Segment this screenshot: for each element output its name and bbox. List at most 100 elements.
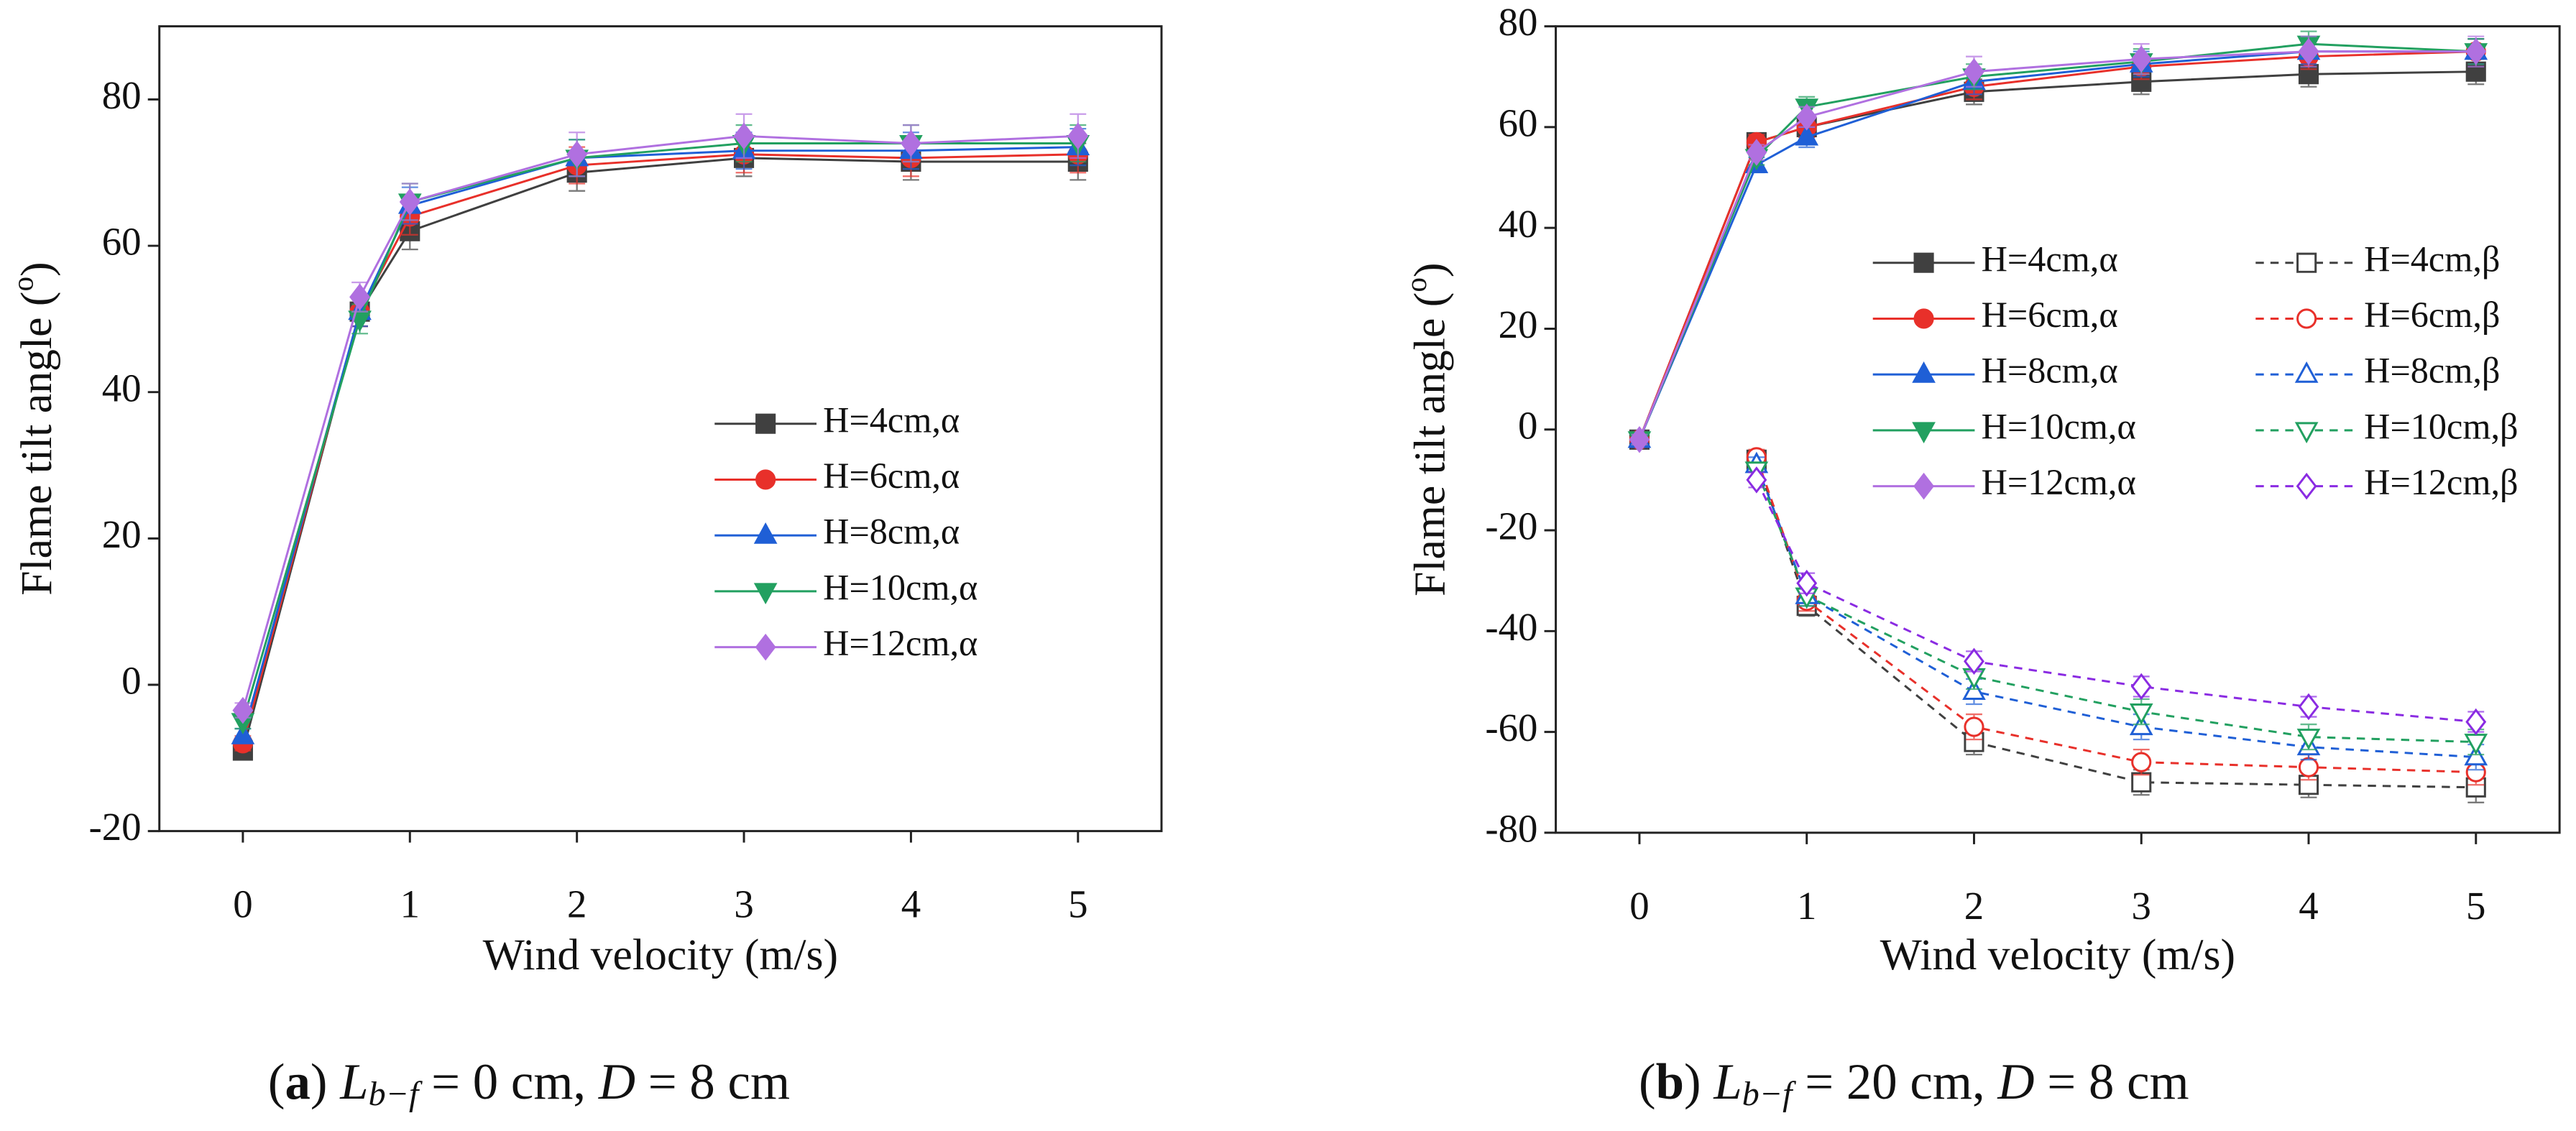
legend-label: H=4cm,α [1982,239,2118,279]
y-tick-label: 0 [121,659,141,703]
legend-marker [2296,252,2317,273]
x-tick-label: 5 [2466,884,2485,928]
marker [900,129,921,157]
x-tick-label: 2 [1964,884,1984,928]
marker [2298,37,2319,65]
y-axis-title-sup: o [6,277,40,292]
y-axis-title-tail: ) [1406,263,1455,278]
marker [1964,647,1984,675]
x-tick-label: 5 [1068,882,1087,926]
legend-label: H=10cm,α [1982,406,2136,446]
marker [1795,124,1819,146]
legend-marker [755,413,776,434]
legend-marker [2296,308,2317,329]
marker [566,141,588,168]
series-line [1755,464,2476,759]
y-tick-label: 60 [1499,101,1538,144]
legend-label: H=8cm,β [2364,351,2500,391]
caption-open: ( [1639,1054,1656,1110]
marker [2131,772,2152,793]
marker [1746,139,1767,166]
marker [2296,729,2321,750]
y-tick-label: -80 [1485,806,1537,850]
marker [2298,757,2319,777]
legend-label: H=10cm,α [823,567,978,607]
legend-marker [753,522,778,544]
y-tick-label: -40 [1485,605,1537,649]
legend-label: H=6cm,β [2364,295,2500,335]
caption-close: ) [310,1054,340,1110]
x-tick-label: 3 [734,882,753,926]
caption-var: L [1713,1054,1742,1110]
y-tick-label: 20 [1499,303,1538,346]
x-tick-label: 0 [1629,884,1649,928]
legend-marker [1912,361,1936,383]
y-tick-label: -60 [1485,706,1537,749]
marker [733,122,755,150]
y-tick-label: 60 [102,220,142,264]
legend-label: H=4cm,α [823,400,960,440]
legend-label: H=12cm,α [823,623,978,663]
x-tick-label: 4 [2299,884,2318,928]
legend-marker [755,469,776,490]
x-tick-label: 0 [233,882,252,926]
y-tick-label: 80 [102,73,142,117]
caption-var2: D [1997,1054,2034,1110]
y-axis-title-sup: o [1399,277,1432,292]
marker [1964,716,1984,737]
x-axis-title: Wind velocity (m/s) [1880,931,2235,979]
legend-label: H=4cm,β [2364,239,2500,279]
legend-marker [2294,422,2319,444]
legend-label: H=12cm,α [1982,462,2136,502]
legend-marker [1913,472,1935,500]
marker [1629,425,1650,453]
x-tick-label: 1 [1797,884,1816,928]
marker [2298,693,2319,721]
caption-var2: D [598,1054,635,1110]
marker [399,188,420,216]
caption-sub: b−f [1742,1075,1796,1113]
marker [1067,122,1089,150]
marker [2465,37,2487,65]
x-tick-label: 4 [901,882,921,926]
legend-label: H=6cm,α [1982,295,2118,335]
caption-rest: = 0 cm, [418,1054,598,1110]
caption-close: ) [1684,1054,1714,1110]
marker [232,696,254,724]
marker [1964,57,1984,86]
marker [2129,703,2153,725]
marker [349,283,371,311]
x-axis-title: Wind velocity (m/s) [483,931,838,979]
caption: (b) Lb−f = 20 cm, D = 8 cm [1639,1054,2189,1112]
legend-label: H=12cm,β [2364,462,2518,502]
caption-rest2: = 8 cm [2035,1054,2189,1110]
caption-sub: b−f [369,1075,423,1113]
caption-label: b [1656,1054,1684,1110]
caption-rest2: = 8 cm [635,1054,790,1110]
legend-label: H=6cm,α [823,456,960,496]
y-axis-title-text: Flame tilt angle ( [1406,292,1455,596]
legend-marker [1913,308,1934,329]
legend-label: H=8cm,α [823,512,960,552]
marker [2131,752,2152,772]
y-tick-label: 40 [102,366,142,410]
caption-var: L [339,1054,368,1110]
legend-marker [753,583,778,605]
x-tick-label: 3 [2132,884,2151,928]
legend-label: H=10cm,β [2364,406,2518,446]
x-tick-label: 1 [400,882,420,926]
legend-marker [1912,422,1936,444]
marker [1746,466,1767,494]
y-axis-title: Flame tilt angle (o) [1399,263,1454,596]
marker [2465,708,2487,736]
marker [2130,673,2152,701]
y-tick-label: -20 [88,805,141,849]
y-tick-label: 80 [1499,0,1538,44]
y-axis-title: Flame tilt angle (o) [6,262,61,595]
caption-rest: = 20 cm, [1793,1054,1998,1110]
y-tick-label: 0 [1518,403,1537,447]
caption-label: a [285,1054,310,1110]
caption-open: ( [268,1054,285,1110]
legend-marker [2296,472,2317,500]
